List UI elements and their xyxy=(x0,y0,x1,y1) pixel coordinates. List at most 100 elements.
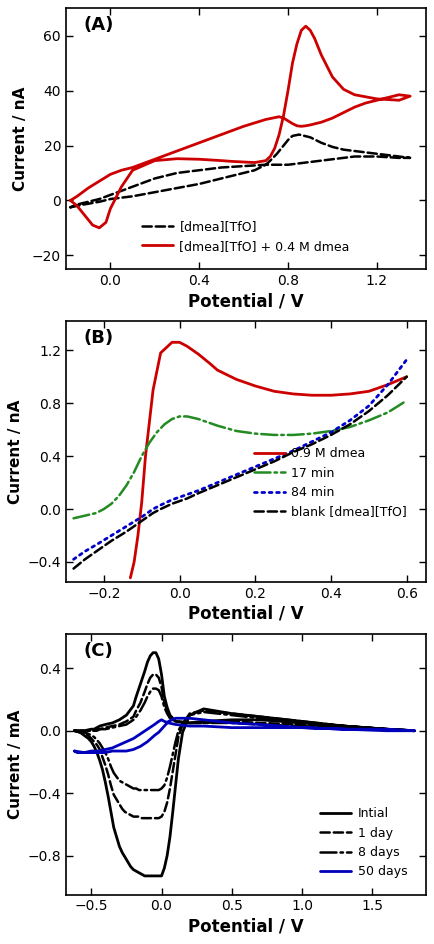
17 min xyxy=(347,421,352,432)
Intial xyxy=(176,753,181,765)
0.9 M dmea xyxy=(177,337,182,348)
0.9 M dmea xyxy=(143,450,148,462)
17 min xyxy=(162,419,167,430)
1 day xyxy=(139,813,145,824)
Line: 0.9 M dmea: 0.9 M dmea xyxy=(130,343,407,578)
[dmea][TfO] xyxy=(68,202,73,213)
17 min xyxy=(109,498,114,510)
84 min xyxy=(366,400,372,412)
blank [dmea][TfO] xyxy=(347,419,352,430)
blank [dmea][TfO] xyxy=(290,447,296,458)
1 day xyxy=(153,669,158,681)
0.9 M dmea xyxy=(329,390,334,401)
0.9 M dmea xyxy=(169,337,174,348)
Text: (C): (C) xyxy=(84,642,114,660)
[dmea][TfO] xyxy=(374,151,379,162)
[dmea][TfO] xyxy=(174,182,180,194)
84 min xyxy=(109,530,114,541)
8 days xyxy=(122,778,128,789)
[dmea][TfO] xyxy=(197,164,202,176)
[dmea][TfO] xyxy=(97,194,102,205)
84 min xyxy=(404,354,409,365)
blank [dmea][TfO] xyxy=(234,472,239,483)
8 days xyxy=(412,725,417,736)
50 days xyxy=(156,727,161,738)
[dmea][TfO] xyxy=(352,151,357,162)
blank [dmea][TfO] xyxy=(196,487,201,498)
blank [dmea][TfO] xyxy=(94,546,99,557)
1 day xyxy=(170,766,175,777)
84 min xyxy=(215,477,220,488)
84 min xyxy=(234,469,239,480)
[dmea][TfO] xyxy=(281,140,286,151)
X-axis label: Potential / V: Potential / V xyxy=(188,605,304,623)
[dmea][TfO] xyxy=(341,144,346,156)
Intial xyxy=(72,725,77,736)
84 min xyxy=(347,414,352,426)
[dmea][TfO] + 0.4 M dmea xyxy=(330,71,335,82)
84 min xyxy=(196,485,201,497)
0.9 M dmea xyxy=(404,371,409,382)
0.9 M dmea xyxy=(158,347,163,359)
84 min xyxy=(253,461,258,472)
blank [dmea][TfO] xyxy=(158,503,163,514)
[dmea][TfO] xyxy=(152,173,158,184)
0.9 M dmea xyxy=(128,572,133,583)
blank [dmea][TfO] xyxy=(184,493,190,504)
[dmea][TfO] xyxy=(68,202,73,213)
17 min xyxy=(82,510,88,521)
8 days xyxy=(72,725,77,736)
Y-axis label: Current / mA: Current / mA xyxy=(8,710,23,819)
Intial xyxy=(122,851,128,863)
17 min xyxy=(132,466,137,478)
[dmea][TfO] + 0.4 M dmea xyxy=(97,222,102,233)
8 days xyxy=(153,784,158,796)
84 min xyxy=(71,554,76,565)
Intial xyxy=(170,806,175,818)
0.9 M dmea xyxy=(196,348,201,360)
84 min xyxy=(169,494,174,505)
[dmea][TfO] xyxy=(219,173,224,184)
[dmea][TfO] xyxy=(352,145,357,157)
[dmea][TfO] + 0.4 M dmea xyxy=(341,84,346,95)
blank [dmea][TfO] xyxy=(124,526,129,537)
17 min xyxy=(94,507,99,518)
Intial xyxy=(153,870,158,882)
0.9 M dmea xyxy=(135,530,141,541)
1 day xyxy=(412,725,417,736)
0.9 M dmea xyxy=(290,388,296,399)
[dmea][TfO] xyxy=(81,199,86,211)
17 min xyxy=(215,420,220,431)
0.9 M dmea xyxy=(215,364,220,376)
blank [dmea][TfO] xyxy=(177,496,182,507)
Line: [dmea][TfO]: [dmea][TfO] xyxy=(70,135,410,208)
17 min xyxy=(253,428,258,439)
1 day xyxy=(153,813,158,824)
[dmea][TfO] xyxy=(252,164,257,176)
0.9 M dmea xyxy=(139,497,145,508)
84 min xyxy=(290,446,296,457)
50 days xyxy=(162,716,167,727)
84 min xyxy=(151,503,156,514)
[dmea][TfO] xyxy=(263,160,268,171)
[dmea][TfO] + 0.4 M dmea xyxy=(281,110,286,121)
[dmea][TfO] + 0.4 M dmea xyxy=(263,155,268,166)
84 min xyxy=(329,427,334,438)
Intial xyxy=(72,725,77,736)
17 min xyxy=(234,426,239,437)
1 day xyxy=(72,725,77,736)
[dmea][TfO] xyxy=(219,161,224,173)
[dmea][TfO] xyxy=(330,142,335,153)
[dmea][TfO] xyxy=(197,178,202,190)
1 day xyxy=(72,725,77,736)
Line: 50 days: 50 days xyxy=(74,718,414,752)
50 days xyxy=(82,747,87,758)
8 days xyxy=(72,725,77,736)
Line: 17 min: 17 min xyxy=(73,400,407,518)
50 days xyxy=(75,747,80,758)
[dmea][TfO] xyxy=(286,134,291,145)
1 day xyxy=(122,806,128,818)
[dmea][TfO] + 0.4 M dmea xyxy=(68,194,73,206)
[dmea][TfO] xyxy=(296,129,302,141)
blank [dmea][TfO] xyxy=(109,535,114,547)
